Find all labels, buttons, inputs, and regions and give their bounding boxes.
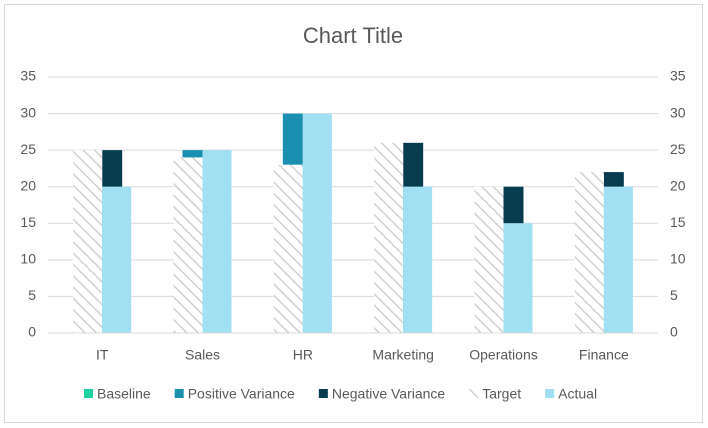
bar-4 xyxy=(302,113,332,333)
bar-3 xyxy=(173,157,203,333)
bar-2 xyxy=(403,142,424,187)
y-tick-label: 0 xyxy=(28,324,36,340)
legend-swatch xyxy=(84,389,93,398)
legend-label: Target xyxy=(482,386,521,402)
bar-4 xyxy=(503,223,533,333)
y-tick-label: 10 xyxy=(20,251,36,267)
y2-tick-label: 35 xyxy=(670,68,686,84)
bar-3 xyxy=(574,172,604,333)
x-tick-label: Finance xyxy=(579,347,629,363)
legend-label: Actual xyxy=(558,386,597,402)
y2-tick-label: 0 xyxy=(670,324,678,340)
x-tick-label: HR xyxy=(293,347,313,363)
bar-2 xyxy=(503,186,524,224)
bar-1 xyxy=(182,150,203,158)
legend-swatch xyxy=(174,389,184,398)
bar-4 xyxy=(102,186,132,333)
y2-tick-label: 10 xyxy=(670,251,686,267)
legend-swatch xyxy=(545,389,555,398)
bar-3 xyxy=(273,164,303,333)
bar-3 xyxy=(374,142,404,333)
legend-label: Negative Variance xyxy=(332,386,446,402)
y2-tick-label: 15 xyxy=(670,214,686,230)
bar-4 xyxy=(202,150,232,333)
bar-2 xyxy=(603,172,624,187)
legend-label: Positive Variance xyxy=(188,386,295,402)
y2-tick-label: 25 xyxy=(670,141,686,157)
bar-4 xyxy=(403,186,433,333)
x-tick-label: Sales xyxy=(185,347,220,363)
x-tick-label: IT xyxy=(96,347,109,363)
x-tick-label: Operations xyxy=(469,347,537,363)
y2-tick-label: 5 xyxy=(670,287,678,303)
bar-1 xyxy=(282,113,303,165)
bar-3 xyxy=(73,150,103,333)
x-tick-label: Marketing xyxy=(372,347,433,363)
legend-label: Baseline xyxy=(97,386,151,402)
y-tick-label: 15 xyxy=(20,214,36,230)
y2-tick-label: 20 xyxy=(670,177,686,193)
y-tick-label: 35 xyxy=(20,68,36,84)
y-tick-label: 25 xyxy=(20,141,36,157)
y-tick-label: 5 xyxy=(28,287,36,303)
bar-4 xyxy=(603,186,633,333)
bar-3 xyxy=(474,186,504,333)
legend-swatch xyxy=(469,389,479,398)
y-tick-label: 30 xyxy=(20,104,36,120)
chart-title: Chart Title xyxy=(303,23,403,48)
y2-tick-label: 30 xyxy=(670,104,686,120)
bar-2 xyxy=(102,150,123,187)
legend-swatch xyxy=(318,389,328,398)
y-tick-label: 20 xyxy=(20,177,36,193)
